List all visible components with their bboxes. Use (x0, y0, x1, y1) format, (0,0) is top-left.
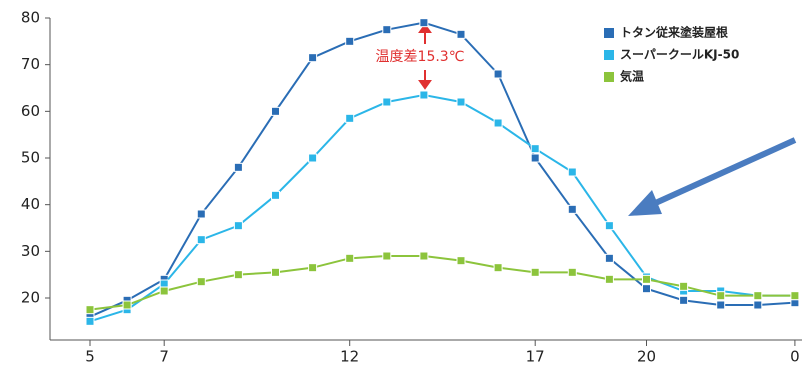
point (530, 153, 540, 163)
legend-label: トタン従来塗装屋根 (620, 25, 728, 40)
point (456, 29, 466, 39)
series-line (89, 93, 795, 323)
point (790, 291, 800, 301)
point (271, 267, 280, 277)
y-tick-label: 30 (21, 242, 40, 260)
point (604, 221, 614, 231)
legend-label: 気温 (620, 69, 644, 84)
point (233, 270, 243, 280)
x-tick-label: 0 (790, 348, 800, 366)
y-tick-label: 40 (21, 195, 40, 213)
point (233, 221, 243, 231)
point (419, 90, 429, 100)
point (456, 97, 466, 107)
point (753, 300, 763, 310)
point (456, 256, 466, 266)
point (567, 167, 577, 177)
point (196, 277, 206, 287)
point (567, 267, 577, 277)
point (271, 106, 280, 116)
point (642, 274, 651, 284)
point (753, 291, 763, 301)
point (196, 209, 206, 219)
point (679, 295, 689, 305)
legend-swatch (604, 28, 614, 38)
point (196, 235, 206, 245)
pointer-arrow-head (628, 190, 662, 216)
annotation: 温度差15.3℃ (376, 49, 465, 65)
x-tick-label: 7 (159, 348, 169, 366)
point (122, 300, 132, 310)
point (604, 253, 614, 263)
x-tick-label: 12 (340, 348, 359, 366)
point (567, 204, 577, 214)
point (233, 162, 243, 172)
point (85, 305, 95, 315)
point (493, 263, 503, 273)
y-tick-label: 50 (21, 149, 40, 167)
point (493, 118, 503, 128)
point (382, 25, 392, 35)
point (345, 36, 355, 46)
series-line (89, 21, 795, 318)
point (85, 316, 95, 326)
annotation-arrows (418, 23, 432, 90)
point (493, 69, 503, 79)
point (604, 274, 614, 284)
point (419, 18, 429, 28)
x-tick-label: 20 (637, 348, 656, 366)
y-tick-label: 70 (21, 55, 40, 73)
legend-label: スーパークールKJ-50 (620, 48, 739, 62)
y-tick-label: 80 (21, 9, 40, 27)
point (716, 291, 726, 301)
point (345, 253, 355, 263)
pointer-arrow (638, 137, 797, 213)
point (382, 251, 392, 261)
x-tick-label: 17 (526, 348, 545, 366)
y-tick-label: 20 (21, 289, 40, 307)
point (308, 153, 318, 163)
point (271, 190, 280, 200)
series-line (89, 255, 795, 311)
point (642, 284, 651, 294)
point (530, 144, 540, 154)
y-tick-label: 60 (21, 102, 40, 120)
point (679, 281, 689, 291)
x-tick-label: 5 (85, 348, 95, 366)
point (419, 251, 429, 261)
legend-swatch (604, 50, 614, 60)
legend-swatch (604, 72, 614, 82)
point (382, 97, 392, 107)
point (159, 286, 169, 296)
point (530, 267, 540, 277)
point (308, 263, 318, 273)
point (308, 53, 318, 63)
point (716, 300, 726, 310)
point (345, 113, 355, 123)
